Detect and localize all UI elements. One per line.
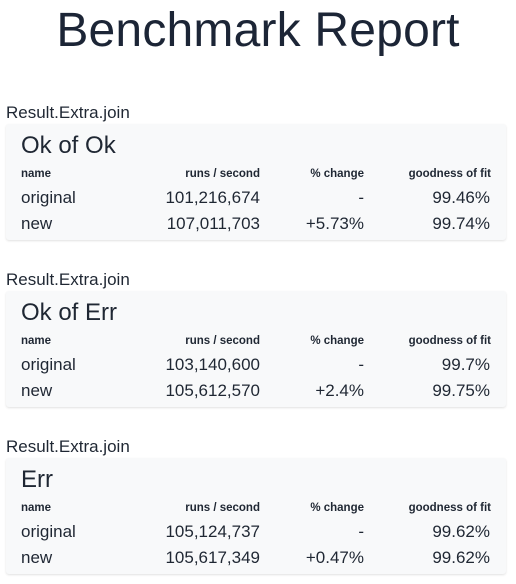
row-change: +5.73% [305, 214, 364, 233]
row-fit: 99.75% [432, 381, 490, 400]
row-fit: 99.62% [432, 522, 490, 541]
column-header-fit: goodness of fit [408, 502, 491, 514]
column-header-change: % change [310, 502, 364, 514]
benchmark-card: Err name runs / second % change goodness… [6, 458, 506, 574]
table-header: name runs / second % change goodness of … [6, 168, 506, 184]
row-name: new [21, 381, 53, 400]
row-name: original [21, 188, 76, 207]
benchmark-title: Err [21, 466, 53, 493]
column-header-name: name [21, 502, 52, 514]
column-header-runs: runs / second [185, 502, 260, 514]
row-change: +0.47% [305, 548, 364, 567]
table-header: name runs / second % change goodness of … [6, 335, 506, 351]
column-header-fit: goodness of fit [408, 168, 491, 180]
row-runs: 105,124,737 [165, 522, 260, 541]
group-label: Result.Extra.join [6, 270, 130, 289]
row-runs: 107,011,703 [166, 214, 260, 233]
row-runs: 105,617,349 [165, 548, 260, 567]
row-change: - [358, 355, 364, 374]
row-change: - [358, 522, 364, 541]
table-row: original 101,216,674 - 99.46% [6, 187, 506, 209]
table-row: new 107,011,703 +5.73% 99.74% [6, 213, 506, 235]
table-row: new 105,617,349 +0.47% 99.62% [6, 547, 506, 569]
column-header-name: name [21, 335, 52, 347]
row-fit: 99.62% [432, 548, 490, 567]
table-row: new 105,612,570 +2.4% 99.75% [6, 380, 506, 402]
row-runs: 101,216,674 [165, 188, 260, 207]
row-runs: 103,140,600 [165, 355, 260, 374]
page-title: Benchmark Report [56, 4, 460, 57]
benchmark-title: Ok of Err [21, 299, 118, 326]
column-header-fit: goodness of fit [408, 335, 491, 347]
column-header-change: % change [310, 168, 364, 180]
group-label: Result.Extra.join [6, 103, 130, 122]
group-label: Result.Extra.join [6, 437, 130, 456]
benchmark-card: Ok of Err name runs / second % change go… [6, 291, 506, 407]
row-name: original [21, 355, 76, 374]
table-row: original 103,140,600 - 99.7% [6, 354, 506, 376]
row-change: +2.4% [315, 381, 364, 400]
column-header-change: % change [310, 335, 364, 347]
row-name: new [21, 548, 53, 567]
row-name: new [21, 214, 53, 233]
row-change: - [358, 188, 364, 207]
benchmark-card: Ok of Ok name runs / second % change goo… [6, 124, 506, 240]
column-header-name: name [21, 168, 52, 180]
row-fit: 99.74% [432, 214, 490, 233]
row-name: original [21, 522, 76, 541]
column-header-runs: runs / second [185, 168, 260, 180]
table-header: name runs / second % change goodness of … [6, 502, 506, 518]
column-header-runs: runs / second [185, 335, 260, 347]
row-fit: 99.7% [441, 355, 490, 374]
row-fit: 99.46% [432, 188, 490, 207]
row-runs: 105,612,570 [165, 381, 260, 400]
benchmark-title: Ok of Ok [21, 132, 116, 159]
table-row: original 105,124,737 - 99.62% [6, 521, 506, 543]
